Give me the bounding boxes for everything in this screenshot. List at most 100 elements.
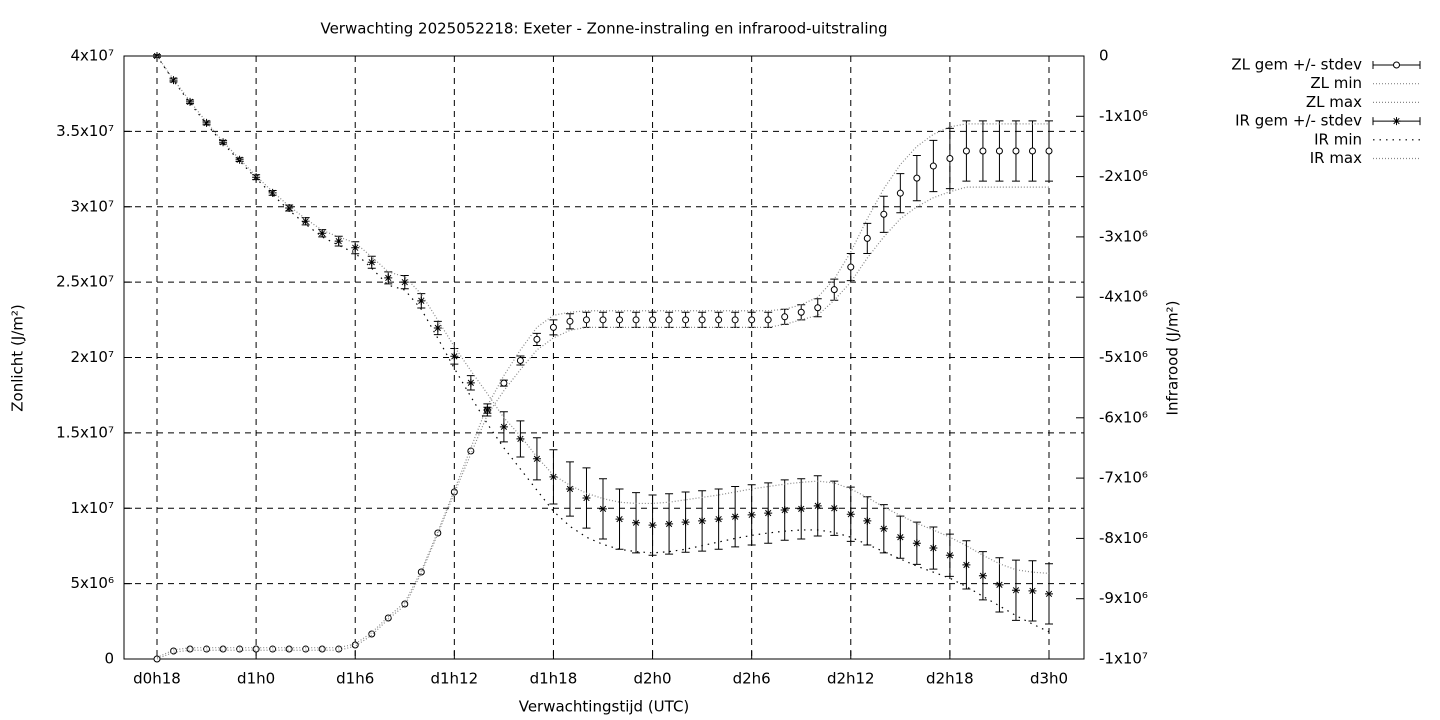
point-marker — [665, 519, 674, 528]
x-tick-label: d2h6 — [733, 670, 771, 688]
legend-label: IR min — [1314, 130, 1362, 148]
point-marker — [797, 504, 806, 513]
point-marker — [417, 296, 426, 305]
point-marker — [1028, 586, 1037, 595]
point-marker — [846, 510, 855, 519]
point-marker — [384, 614, 392, 622]
point-marker — [169, 76, 178, 85]
point-marker — [252, 173, 261, 182]
point-marker — [186, 97, 195, 106]
point-marker — [203, 645, 211, 653]
point-marker — [715, 316, 723, 324]
point-marker — [202, 118, 211, 127]
point-marker — [665, 316, 673, 324]
series-line — [156, 55, 1050, 574]
point-marker — [367, 258, 376, 267]
point-marker — [879, 524, 888, 533]
x-axis-label: Verwachtingstijd (UTC) — [519, 698, 690, 716]
point-marker — [549, 472, 558, 481]
point-marker — [912, 539, 921, 548]
point-marker — [302, 645, 310, 653]
point-marker — [814, 304, 822, 312]
point-marker — [285, 645, 293, 653]
series-line — [156, 123, 1049, 659]
y-tick-label: 3.5x10⁷ — [56, 122, 114, 140]
legend-label: ZL min — [1310, 74, 1362, 92]
y2-tick-label: -3x10⁶ — [1099, 227, 1148, 245]
y2-tick-label: -2x10⁶ — [1099, 167, 1148, 185]
plot-frame — [123, 55, 1085, 660]
point-marker — [682, 316, 690, 324]
point-marker — [269, 645, 277, 653]
point-marker — [648, 521, 657, 530]
point-marker — [533, 335, 541, 343]
point-marker — [549, 323, 557, 331]
point-marker — [962, 560, 971, 569]
point-marker — [714, 515, 723, 524]
y-tick-label: 3x10⁷ — [70, 197, 114, 215]
point-marker — [318, 229, 327, 238]
x-tick-label: d2h18 — [926, 670, 974, 688]
point-marker — [747, 510, 756, 519]
point-marker — [896, 533, 905, 542]
point-marker — [483, 405, 492, 414]
point-marker — [170, 647, 178, 655]
point-marker — [681, 518, 690, 527]
y2-tick-label: 0 — [1099, 47, 1109, 65]
point-marker — [1028, 147, 1036, 155]
y-tick-label: 0 — [104, 650, 114, 668]
x-tick-label: d1h12 — [430, 670, 478, 688]
point-marker — [979, 147, 987, 155]
point-marker — [698, 516, 707, 525]
point-marker — [632, 518, 641, 527]
y-tick-label: 4x10⁷ — [70, 47, 114, 65]
point-marker — [616, 316, 624, 324]
point-marker — [748, 316, 756, 324]
y2-tick-label: -6x10⁶ — [1099, 408, 1148, 426]
legend-label: ZL gem +/- stdev — [1231, 56, 1362, 74]
point-marker — [731, 316, 739, 324]
legend-label: IR max — [1310, 149, 1362, 167]
y2-tick-label: -5x10⁶ — [1099, 348, 1148, 366]
point-marker — [516, 357, 524, 365]
point-marker — [301, 217, 310, 226]
y-tick-label: 2x10⁷ — [70, 348, 114, 366]
point-marker — [532, 454, 541, 463]
chart-title: Verwachting 2025052218: Exeter - Zonne-i… — [320, 20, 887, 38]
x-tick-label: d1h6 — [336, 670, 374, 688]
point-marker — [565, 484, 574, 493]
point-marker — [698, 316, 706, 324]
point-marker — [450, 352, 459, 361]
point-marker — [913, 174, 921, 182]
point-marker — [813, 501, 822, 510]
y-tick-label: 1x10⁷ — [70, 499, 114, 517]
point-marker — [384, 273, 393, 282]
point-marker — [780, 506, 789, 515]
point-marker — [764, 316, 772, 324]
point-marker — [830, 286, 838, 294]
x-tick-label: d0h18 — [133, 670, 181, 688]
point-marker — [1045, 147, 1053, 155]
y-tick-label: 2.5x10⁷ — [56, 273, 114, 291]
point-marker — [649, 316, 657, 324]
y-tick-label: 5x10⁶ — [70, 574, 114, 592]
y2-tick-label: -7x10⁶ — [1099, 469, 1148, 487]
point-marker — [499, 422, 508, 431]
x-tick-label: d2h0 — [633, 670, 671, 688]
point-marker — [962, 147, 970, 155]
point-marker — [929, 544, 938, 553]
point-marker — [764, 509, 773, 518]
y2-tick-label: -9x10⁶ — [1099, 589, 1148, 607]
x-tick-label: d2h12 — [827, 670, 875, 688]
point-marker — [219, 645, 227, 653]
point-marker — [433, 323, 442, 332]
point-marker — [863, 516, 872, 525]
series-line — [156, 186, 1049, 660]
y2-tick-label: -4x10⁶ — [1099, 288, 1148, 306]
point-marker — [880, 210, 888, 218]
legend-label: ZL max — [1306, 93, 1362, 111]
y2-tick-label: -1x10⁷ — [1099, 650, 1148, 668]
point-marker — [368, 630, 376, 638]
point-marker — [830, 504, 839, 513]
